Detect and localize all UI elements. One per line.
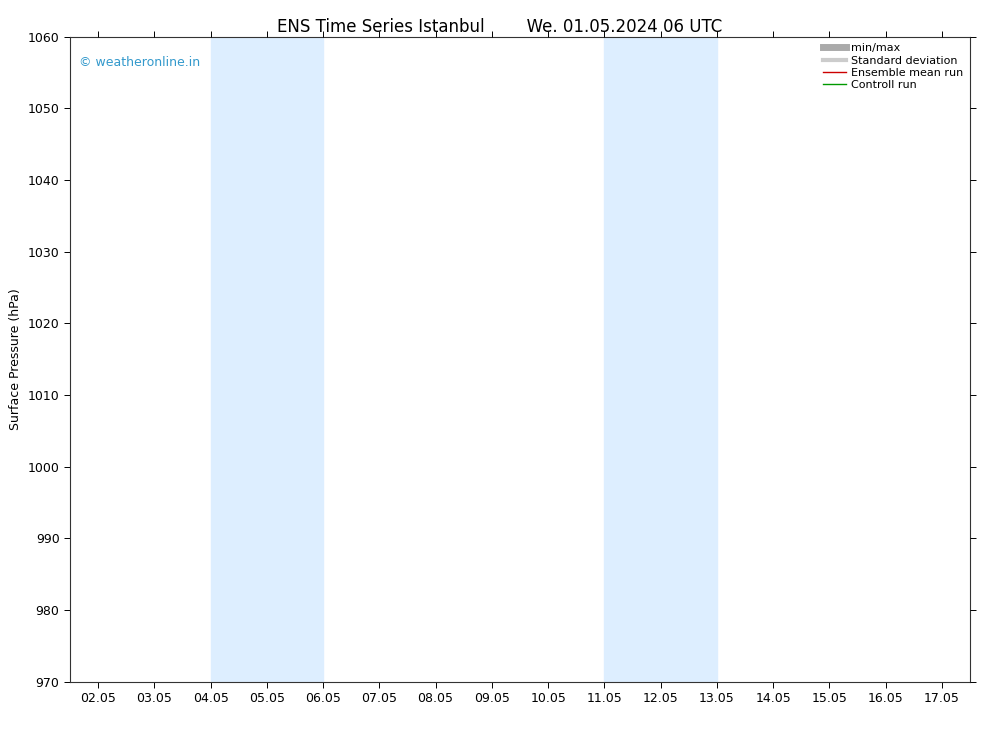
Bar xyxy=(604,37,717,682)
Bar xyxy=(211,37,323,682)
Text: © weatheronline.in: © weatheronline.in xyxy=(79,56,200,69)
Y-axis label: Surface Pressure (hPa): Surface Pressure (hPa) xyxy=(9,288,22,430)
Legend: min/max, Standard deviation, Ensemble mean run, Controll run: min/max, Standard deviation, Ensemble me… xyxy=(819,39,968,95)
Text: ENS Time Series Istanbul        We. 01.05.2024 06 UTC: ENS Time Series Istanbul We. 01.05.2024 … xyxy=(277,18,723,37)
